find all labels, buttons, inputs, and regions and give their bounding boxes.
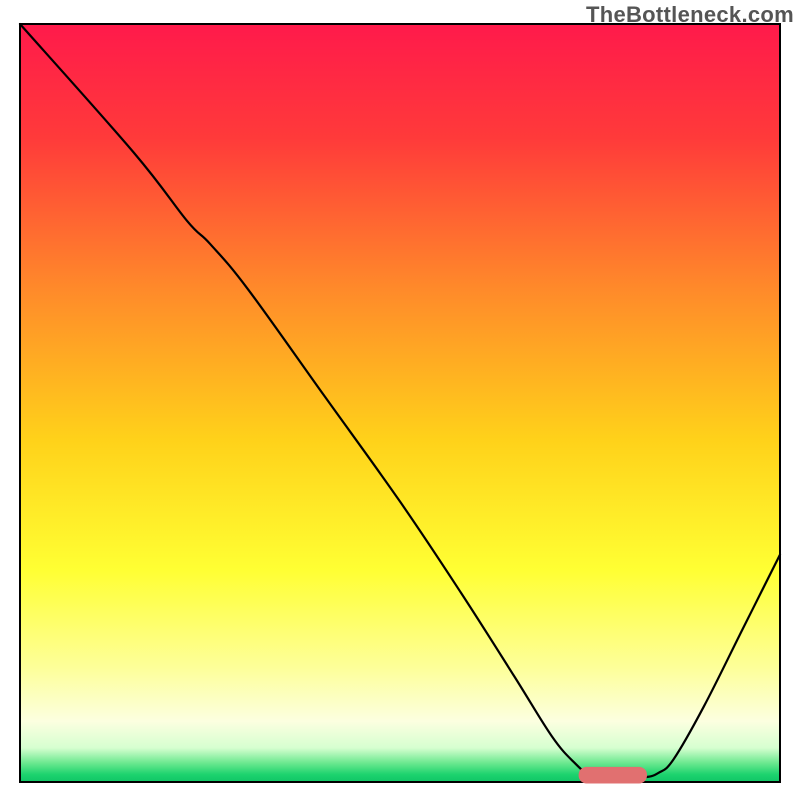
watermark-text: TheBottleneck.com — [586, 2, 794, 28]
chart-container: TheBottleneck.com — [0, 0, 800, 800]
chart-background — [20, 24, 780, 782]
optimal-range-marker — [579, 767, 647, 784]
bottleneck-chart — [0, 0, 800, 800]
